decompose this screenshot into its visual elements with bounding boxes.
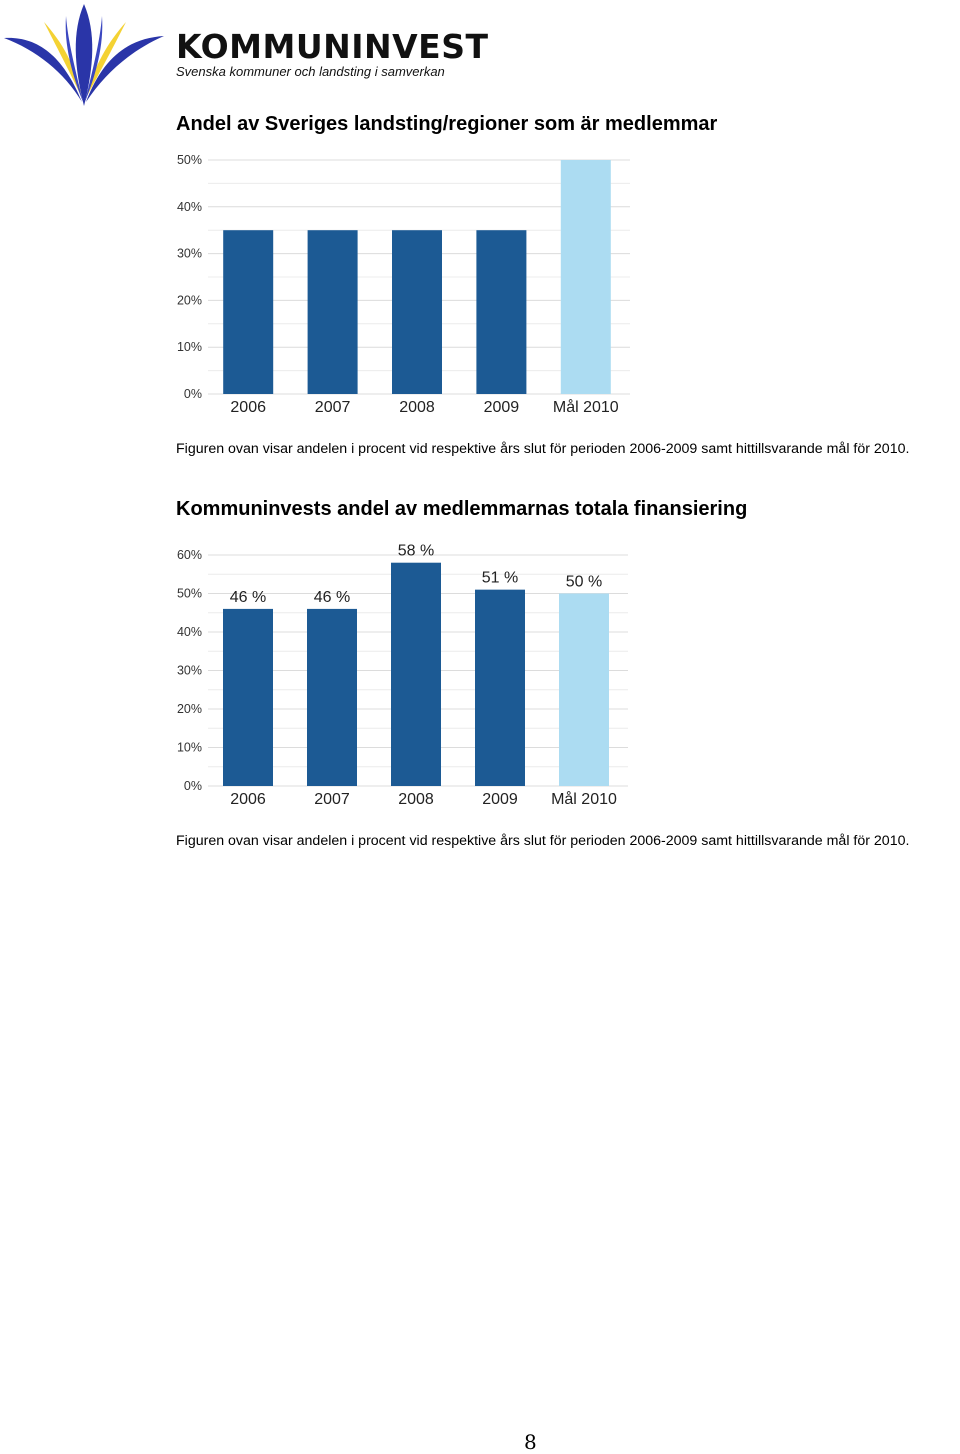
x-tick-label: Mål 2010: [551, 790, 617, 808]
bar: [223, 608, 273, 786]
y-tick-label: 50%: [177, 153, 202, 167]
bar: [392, 230, 442, 394]
x-tick-label: 2007: [314, 791, 350, 808]
data-label: 51 %: [482, 570, 518, 587]
bar: [476, 230, 527, 394]
y-tick-label: 20%: [177, 293, 202, 307]
bar: [307, 230, 358, 394]
y-tick-label: 30%: [177, 664, 202, 678]
logo-petal-right: [86, 22, 126, 98]
data-label: 58 %: [398, 543, 434, 560]
data-label: 46 %: [314, 589, 350, 606]
x-tick-label: 2009: [484, 399, 520, 416]
brand-tagline: Svenska kommuner och landsting i samverk…: [176, 64, 445, 79]
bar: [559, 593, 609, 786]
x-tick-label: 2007: [315, 399, 351, 416]
y-tick-label: 40%: [177, 200, 202, 214]
logo-petal-center: [75, 4, 93, 106]
section-1-caption: Figuren ovan visar andelen i procent vid…: [176, 441, 910, 457]
chart-membership-share: 0% 10% 20% 30% 40% 50% 2006 2007 2008 2009 Mål 201…: [177, 153, 630, 416]
data-label: 46 %: [230, 589, 266, 606]
bar: [391, 562, 441, 786]
y-tick-label: 20%: [177, 702, 202, 716]
y-tick-label: 60%: [177, 548, 202, 562]
y-tick-label: 0%: [184, 387, 202, 401]
section-2-heading: Kommuninvests andel av medlemmarnas tota…: [176, 498, 748, 520]
logo-wing-right: [86, 36, 164, 102]
bar: [307, 608, 357, 786]
y-tick-label: 10%: [177, 741, 202, 755]
page-number: 8: [524, 1430, 537, 1454]
bar: [223, 230, 274, 394]
y-tick-label: 30%: [177, 247, 202, 261]
x-tick-label: 2006: [230, 399, 266, 416]
y-tick-label: 50%: [177, 587, 202, 601]
x-tick-label: 2008: [399, 399, 435, 416]
chart-financing-share: 0% 10% 20% 30% 40% 50% 60% 2006 46 % 2007 46 % 2008…: [177, 543, 628, 808]
kommuninvest-logo: [4, 4, 164, 106]
x-tick-label: 2006: [230, 791, 266, 808]
x-tick-label: 2009: [482, 791, 518, 808]
data-label: 50 %: [566, 574, 602, 591]
bar: [475, 589, 525, 786]
x-tick-label: Mål 2010: [553, 398, 619, 416]
y-tick-label: 10%: [177, 340, 202, 354]
logo-wing-left: [4, 37, 82, 102]
y-tick-label: 40%: [177, 625, 202, 639]
y-tick-label: 0%: [184, 779, 202, 793]
section-2-caption: Figuren ovan visar andelen i procent vid…: [176, 833, 910, 849]
section-1-heading: Andel av Sveriges landsting/regioner som…: [176, 113, 718, 135]
brand-name: KOMMUNINVEST: [176, 27, 489, 66]
bar: [560, 160, 611, 394]
x-tick-label: 2008: [398, 791, 434, 808]
